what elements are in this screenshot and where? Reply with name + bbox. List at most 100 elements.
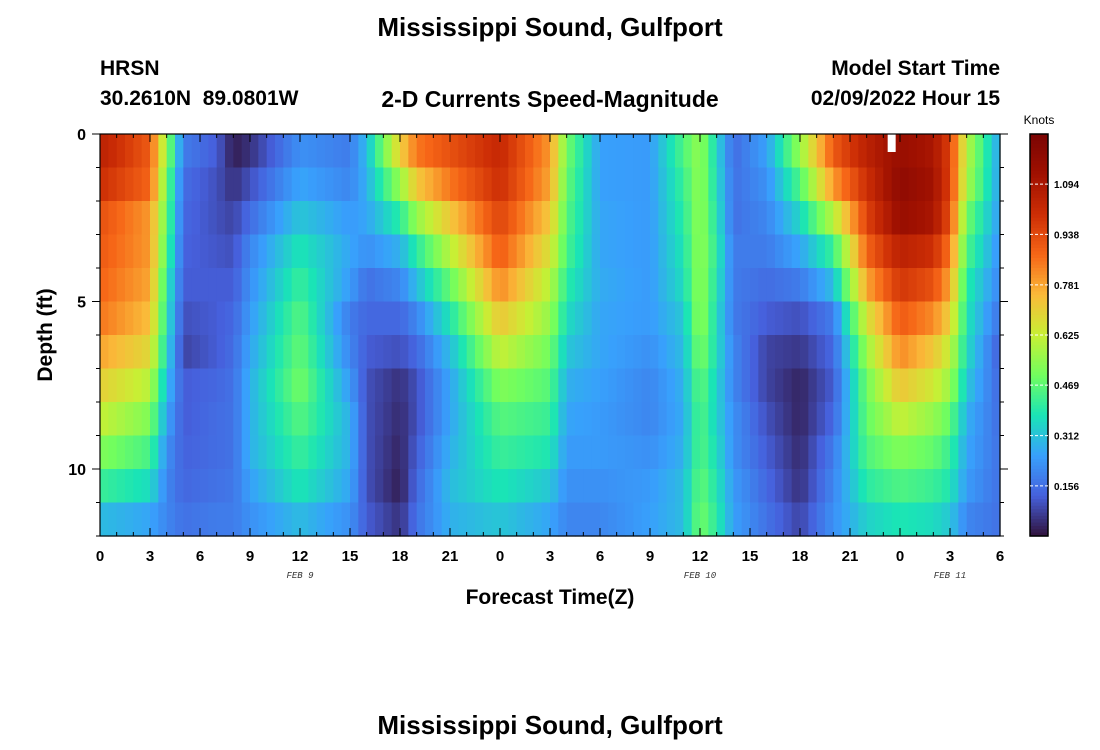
heatmap-cell bbox=[933, 435, 943, 470]
heatmap-cell bbox=[950, 435, 959, 470]
heatmap-cell bbox=[991, 469, 1001, 504]
heatmap-cell bbox=[233, 402, 243, 437]
colorbar-segment bbox=[1030, 207, 1048, 212]
heatmap-cell bbox=[375, 234, 384, 269]
heatmap-cell bbox=[991, 301, 1001, 336]
heatmap-cell bbox=[775, 335, 784, 370]
heatmap-cell bbox=[108, 502, 118, 537]
heatmap-cell bbox=[683, 502, 693, 537]
heatmap-cell bbox=[950, 201, 959, 236]
heatmap-cell bbox=[416, 234, 426, 269]
heatmap-cell bbox=[291, 502, 301, 537]
heatmap-cell bbox=[458, 402, 468, 437]
heatmap-cell bbox=[933, 234, 943, 269]
heatmap-cell bbox=[658, 234, 668, 269]
heatmap-cell bbox=[133, 502, 143, 537]
heatmap-cell bbox=[683, 301, 693, 336]
heatmap-cell bbox=[950, 167, 959, 202]
heatmap-cell bbox=[375, 134, 384, 169]
heatmap-cell bbox=[391, 402, 401, 437]
heatmap-cell bbox=[991, 167, 1001, 202]
heatmap-cell bbox=[958, 201, 968, 236]
colorbar-segment bbox=[1030, 314, 1048, 319]
heatmap-cell bbox=[275, 502, 284, 537]
colorbar-segment bbox=[1030, 281, 1048, 286]
heatmap-cell bbox=[941, 368, 951, 403]
heatmap-cell bbox=[433, 268, 443, 303]
heatmap-cell bbox=[600, 301, 609, 336]
heatmap-cell bbox=[816, 301, 826, 336]
heatmap-cell bbox=[775, 268, 784, 303]
heatmap-cell bbox=[316, 502, 326, 537]
heatmap-cell bbox=[133, 435, 143, 470]
heatmap-cell bbox=[433, 435, 443, 470]
heatmap-cell bbox=[525, 435, 534, 470]
heatmap-cell bbox=[733, 301, 743, 336]
colorbar-segment bbox=[1030, 509, 1048, 514]
heatmap-cell bbox=[816, 234, 826, 269]
heatmap-cell bbox=[341, 134, 351, 169]
heatmap-cell bbox=[925, 301, 934, 336]
heatmap-cell bbox=[383, 469, 393, 504]
heatmap-cell bbox=[183, 234, 193, 269]
heatmap-cell bbox=[425, 201, 434, 236]
heatmap-cell bbox=[891, 502, 901, 537]
heatmap-cell bbox=[941, 502, 951, 537]
heatmap-cell bbox=[400, 201, 409, 236]
heatmap-cell bbox=[691, 201, 701, 236]
heatmap-cell bbox=[791, 435, 801, 470]
heatmap-cell bbox=[741, 201, 751, 236]
heatmap-cell bbox=[833, 502, 843, 537]
heatmap-cell bbox=[208, 301, 218, 336]
heatmap-cell bbox=[333, 335, 343, 370]
heatmap-cell bbox=[850, 234, 859, 269]
heatmap-cell bbox=[258, 469, 268, 504]
heatmap-cell bbox=[775, 301, 784, 336]
heatmap-cell bbox=[791, 167, 801, 202]
colorbar-segment bbox=[1030, 472, 1048, 477]
heatmap-cell bbox=[991, 234, 1001, 269]
heatmap-cell bbox=[150, 301, 159, 336]
heatmap-cell bbox=[600, 234, 609, 269]
heatmap-cell bbox=[991, 402, 1001, 437]
heatmap-cell bbox=[166, 134, 176, 169]
heatmap-cell bbox=[866, 435, 876, 470]
heatmap-cell bbox=[183, 268, 193, 303]
heatmap-cell bbox=[633, 234, 643, 269]
heatmap-cell bbox=[666, 368, 676, 403]
heatmap-cell bbox=[516, 268, 526, 303]
heatmap-cell bbox=[150, 502, 159, 537]
heatmap-cell bbox=[250, 301, 259, 336]
heatmap-cell bbox=[491, 335, 501, 370]
heatmap-cell bbox=[891, 469, 901, 504]
heatmap-cell bbox=[583, 234, 593, 269]
heatmap-cell bbox=[808, 234, 818, 269]
heatmap-cell bbox=[383, 134, 393, 169]
colorbar-segment bbox=[1030, 251, 1048, 256]
colorbar-segment bbox=[1030, 358, 1048, 363]
heatmap-cell bbox=[533, 435, 543, 470]
heatmap-cell bbox=[208, 134, 218, 169]
heatmap-cell bbox=[275, 234, 284, 269]
heatmap-cell bbox=[516, 368, 526, 403]
heatmap-cell bbox=[666, 234, 676, 269]
heatmap-cell bbox=[658, 134, 668, 169]
heatmap-cell bbox=[133, 402, 143, 437]
heatmap-cell bbox=[583, 268, 593, 303]
heatmap-cell bbox=[200, 268, 209, 303]
heatmap-cell bbox=[900, 368, 909, 403]
heatmap-cell bbox=[533, 201, 543, 236]
heatmap-cell bbox=[250, 234, 259, 269]
heatmap-cell bbox=[308, 469, 318, 504]
heatmap-cell bbox=[916, 134, 926, 169]
heatmap-cell bbox=[425, 268, 434, 303]
heatmap-cell bbox=[758, 268, 768, 303]
station-coordinates: 30.2610N 89.0801W bbox=[100, 87, 299, 110]
heatmap-cell bbox=[166, 469, 176, 504]
heatmap-cell bbox=[408, 167, 418, 202]
heatmap-cell bbox=[216, 234, 226, 269]
heatmap-cell bbox=[850, 335, 859, 370]
heatmap-cell bbox=[366, 301, 376, 336]
heatmap-cell bbox=[291, 301, 301, 336]
heatmap-cell bbox=[233, 201, 243, 236]
